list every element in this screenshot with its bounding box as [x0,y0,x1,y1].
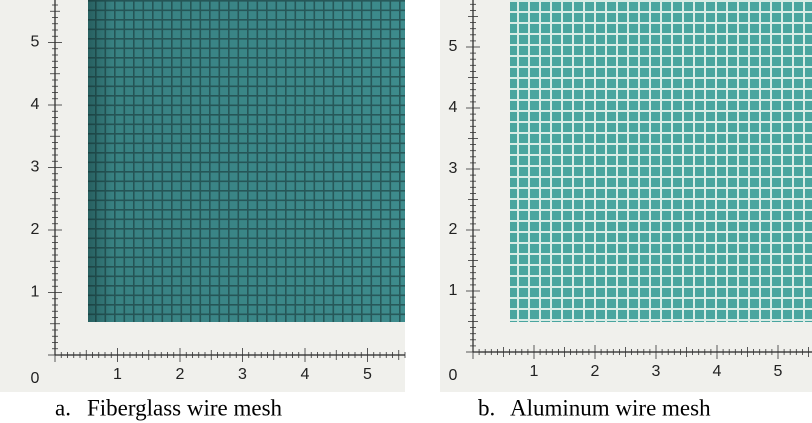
caption-letter: b. [478,395,495,420]
y-ruler-label: 5 [31,34,40,51]
y-ruler-label: 1 [31,284,40,301]
x-ruler-label: 5 [363,366,372,383]
x-ruler-label: 1 [530,363,539,380]
y-ruler-label: 2 [449,221,458,238]
y-ruler-label: 3 [31,159,40,176]
caption: Aluminum wire mesh [510,395,711,420]
y-ruler-label: 4 [449,99,458,116]
x-ruler-label: 1 [113,366,122,383]
mesh-shade [88,0,405,322]
y-ruler-label: 4 [31,96,40,113]
y-ruler-label: 5 [449,38,458,55]
y-ruler-label: 3 [449,160,458,177]
origin-label: 0 [31,370,40,387]
origin-label: 0 [449,367,458,384]
y-ruler-label: 1 [449,282,458,299]
x-ruler-label: 2 [176,366,185,383]
x-ruler-label: 3 [652,363,661,380]
x-ruler-label: 5 [774,363,783,380]
x-ruler-label: 4 [301,366,310,383]
x-ruler-label: 3 [238,366,247,383]
caption: Fiberglass wire mesh [87,395,283,420]
x-ruler-label: 4 [713,363,722,380]
caption-letter: a. [55,395,71,420]
aluminum-mesh [510,0,812,322]
x-ruler-label: 2 [591,363,600,380]
y-ruler-label: 2 [31,221,40,238]
